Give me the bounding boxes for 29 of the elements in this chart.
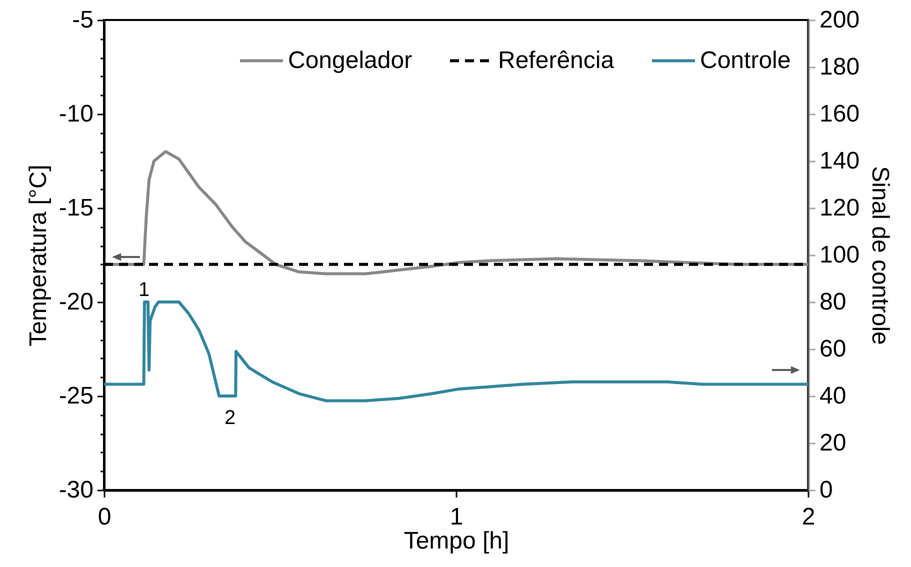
y2-tick-label: 40 <box>820 382 846 410</box>
y-tick-label: -5 <box>72 6 94 34</box>
y-tick-label: -25 <box>58 382 94 410</box>
y2-tick-label: 180 <box>820 54 860 80</box>
y2-tick-label: 20 <box>820 430 846 456</box>
y-tick-label: -10 <box>58 100 94 128</box>
legend-label: Referência <box>498 46 615 74</box>
y2-tick-label: 60 <box>820 336 846 362</box>
y2-tick-label: 120 <box>820 194 860 222</box>
y2-tick-label: 200 <box>820 6 860 34</box>
annotation: 1 <box>138 279 150 301</box>
y-tick-label: -20 <box>58 288 94 316</box>
x-axis-title: Tempo [h] <box>404 528 510 554</box>
y2-tick-label: 140 <box>820 148 860 174</box>
y2-axis-title: Sinal de controle <box>866 166 894 345</box>
y2-tick-label: 0 <box>820 476 833 504</box>
line-series <box>102 300 810 402</box>
y2-tick-label: 80 <box>820 288 846 316</box>
y2-tick-label: 160 <box>820 100 860 128</box>
x-tick-label: 1 <box>450 504 464 530</box>
x-tick-label: 0 <box>98 504 112 530</box>
y-tick-label: -15 <box>58 194 94 222</box>
y2-tick-label: 100 <box>820 242 860 268</box>
y-axis-title: Temperatura [°C] <box>24 164 52 346</box>
legend-label: Congelador <box>288 46 412 74</box>
annotation: 2 <box>224 407 236 429</box>
legend-label: Controle <box>700 46 791 74</box>
y-tick-label: -30 <box>58 476 94 504</box>
x-tick-label: 2 <box>802 504 816 530</box>
